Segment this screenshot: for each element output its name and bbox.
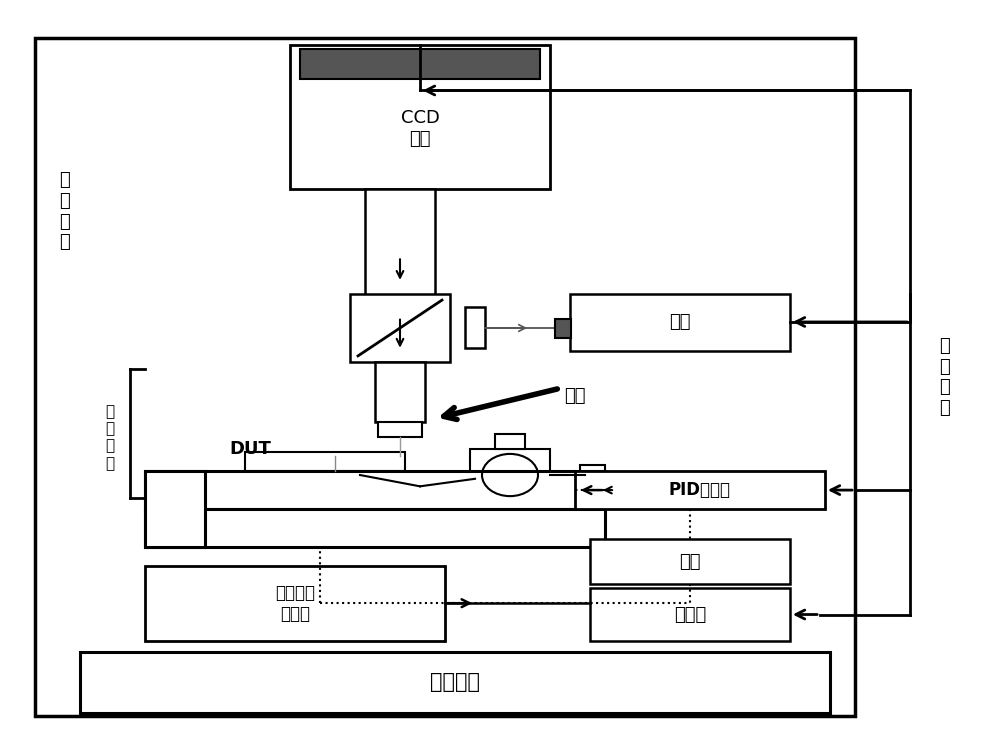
Text: 固
定
装
置: 固 定 装 置: [60, 171, 70, 251]
Bar: [590, 588, 790, 641]
Bar: [378, 422, 422, 437]
Bar: [555, 319, 571, 338]
Bar: [570, 294, 790, 351]
Text: 控制器: 控制器: [674, 605, 706, 624]
Text: 控
温
装
置: 控 温 装 置: [105, 403, 115, 471]
Bar: [145, 471, 605, 509]
Text: CCD
相机: CCD 相机: [401, 109, 439, 148]
Text: 电源: 电源: [679, 553, 701, 571]
Bar: [145, 471, 205, 547]
Bar: [590, 539, 790, 584]
Bar: [350, 294, 450, 362]
Bar: [470, 449, 550, 501]
Bar: [245, 452, 405, 471]
Text: PID控制器: PID控制器: [669, 481, 731, 499]
Bar: [35, 38, 855, 716]
Text: DUT: DUT: [229, 440, 271, 458]
Bar: [145, 566, 445, 641]
Bar: [575, 471, 825, 509]
Bar: [80, 652, 830, 713]
Bar: [580, 465, 605, 484]
Bar: [145, 509, 605, 547]
Text: 物镜: 物镜: [564, 387, 586, 405]
Text: 光源: 光源: [669, 314, 691, 331]
Bar: [290, 45, 550, 188]
Text: 光学平台: 光学平台: [430, 673, 480, 692]
Bar: [465, 307, 485, 348]
Bar: [365, 188, 435, 317]
Bar: [375, 362, 425, 422]
Text: 三轴纳米
位移台: 三轴纳米 位移台: [275, 584, 315, 623]
Bar: [300, 49, 540, 79]
Text: 控
制
装
置: 控 制 装 置: [940, 337, 950, 417]
Bar: [495, 434, 525, 449]
